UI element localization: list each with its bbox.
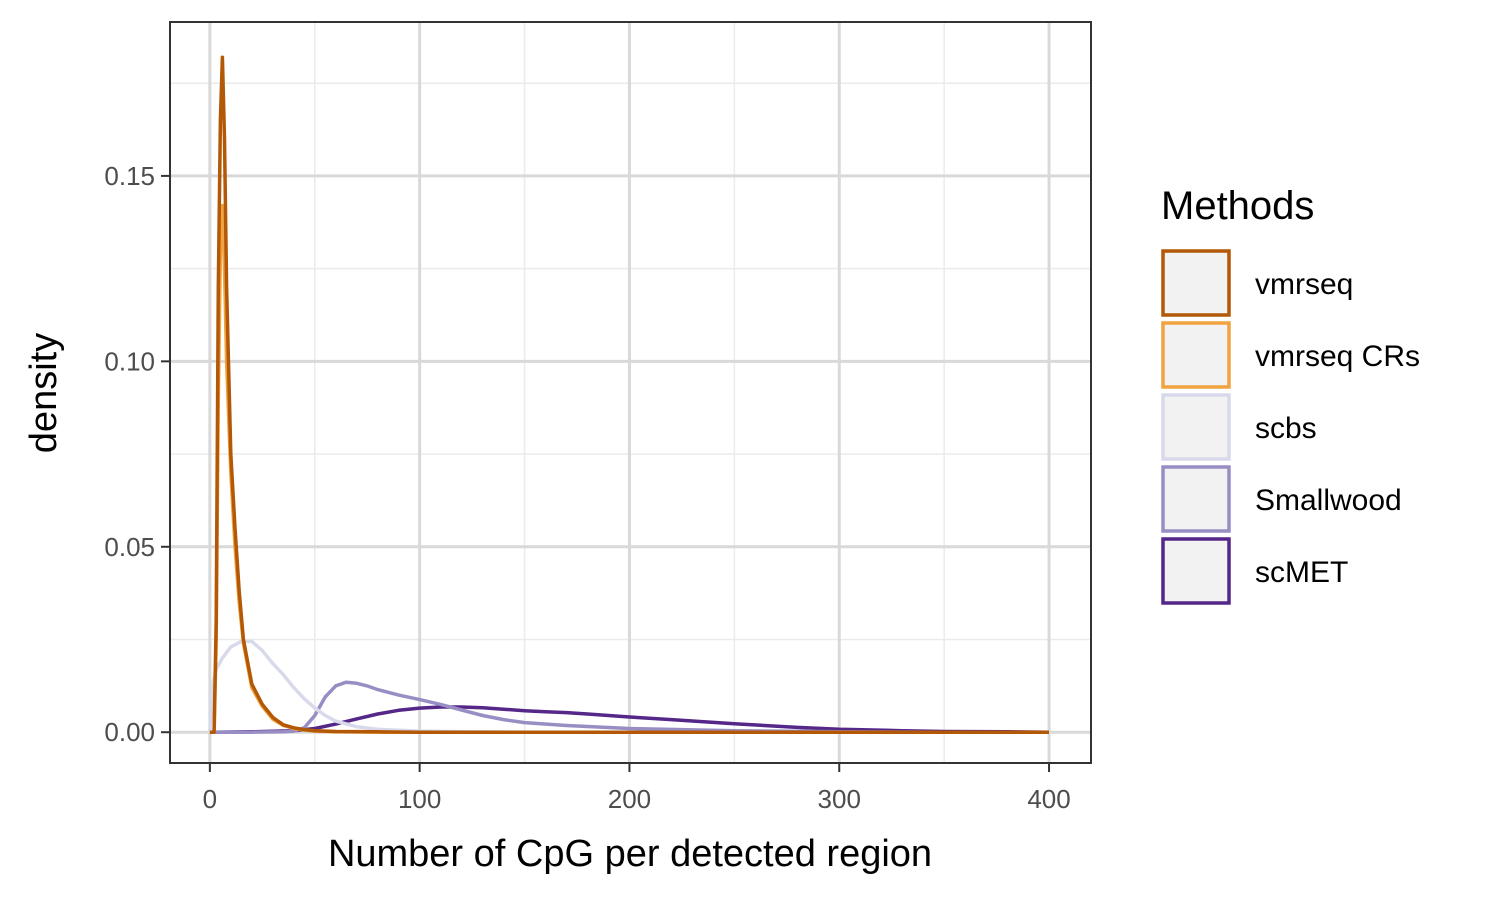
x-axis: 0 100 200 300 400 — [203, 763, 1071, 814]
legend-key-smallwood — [1161, 465, 1231, 533]
legend-label: Smallwood — [1255, 484, 1402, 517]
x-tick-label: 400 — [1027, 784, 1070, 814]
y-tick-label: 0.15 — [104, 161, 155, 191]
legend-key-scmet — [1161, 537, 1231, 605]
legend-key-vmrseq — [1161, 249, 1231, 317]
x-axis-title: Number of CpG per detected region — [328, 833, 932, 875]
y-axis-title: density — [23, 333, 65, 453]
y-axis: 0.00 0.05 0.10 0.15 — [104, 161, 170, 747]
y-tick-label: 0.05 — [104, 532, 155, 562]
x-tick-label: 200 — [608, 784, 651, 814]
x-tick-label: 100 — [398, 784, 441, 814]
legend-key-vmrseq-crs — [1161, 321, 1231, 389]
y-tick-label: 0.10 — [104, 346, 155, 376]
legend-title: Methods — [1161, 184, 1314, 228]
plot-panel — [169, 21, 1092, 764]
panel-border — [169, 21, 1092, 764]
legend-label: vmrseq CRs — [1255, 340, 1420, 373]
series-line-vmrseq — [209, 55, 1049, 734]
legend-label: scbs — [1255, 412, 1317, 445]
legend: Methods vmrseq vmrseq CRs scbs Smallwood scM… — [1161, 184, 1420, 605]
legend-label: vmrseq — [1255, 268, 1353, 301]
series-line-smallwood — [209, 680, 1049, 734]
legend-label: scMET — [1255, 556, 1348, 589]
y-tick-label: 0.00 — [104, 717, 155, 747]
x-tick-label: 0 — [203, 784, 217, 814]
x-tick-label: 300 — [818, 784, 861, 814]
legend-key-scbs — [1161, 393, 1231, 461]
